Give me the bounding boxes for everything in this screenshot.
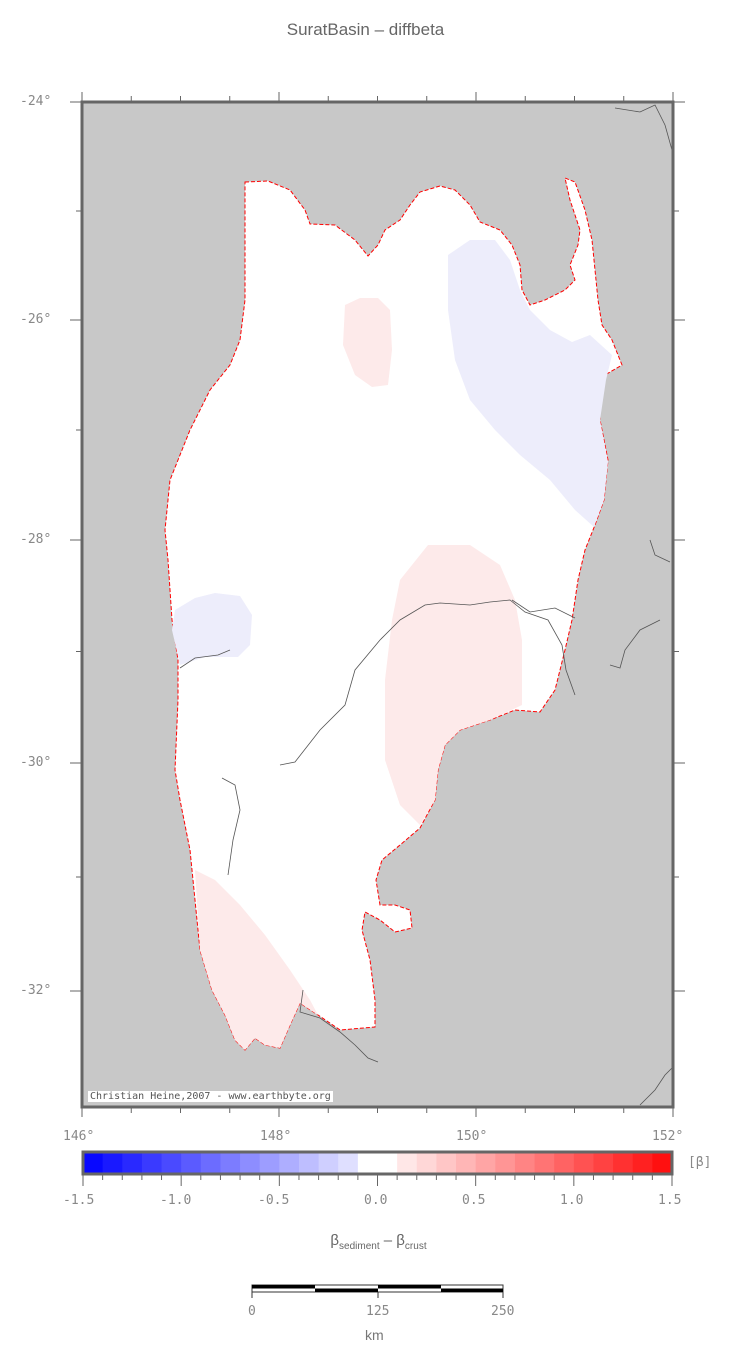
colorbar-segment	[161, 1152, 182, 1174]
scale-bar	[251, 1284, 504, 1298]
colorbar-tick-label: 0.0	[364, 1193, 388, 1208]
colorbar-segment	[495, 1152, 516, 1174]
colorbar-segment	[475, 1152, 496, 1174]
colorbar-segment	[613, 1152, 634, 1174]
rivers	[179, 104, 673, 1106]
credit-text: Christian Heine,2007 - www.earthbyte.org	[88, 1091, 333, 1102]
anomaly-negative-west	[172, 593, 252, 665]
anomaly-negative-northeast	[448, 240, 612, 527]
colorbar-segment	[259, 1152, 280, 1174]
colorbar-segment	[298, 1152, 320, 1174]
scale-label: 125	[366, 1304, 390, 1319]
colorbar-segment	[220, 1152, 241, 1174]
colorbar-label: βsediment – βcrust	[0, 1232, 731, 1252]
lat-label: -30°	[20, 755, 52, 770]
river-line	[221, 777, 241, 876]
label-minus-beta: – β	[379, 1232, 405, 1249]
colorbar-segment	[573, 1152, 594, 1174]
anomaly-positive-north	[343, 298, 392, 387]
label-beta: β	[330, 1232, 340, 1249]
map-title: SuratBasin – diffbeta	[286, 20, 445, 39]
colorbar-segment	[357, 1152, 378, 1174]
colorbar-segment	[436, 1152, 457, 1174]
colorbar-segment	[456, 1152, 477, 1174]
colorbar-segment	[200, 1152, 221, 1174]
colorbar-segment	[102, 1152, 123, 1174]
colorbar-segment	[377, 1152, 398, 1174]
coastline	[649, 539, 671, 563]
colorbar-segment	[534, 1152, 555, 1174]
lat-label: -26°	[20, 312, 52, 327]
lat-label: -32°	[20, 983, 52, 998]
colorbar-segment	[240, 1152, 261, 1174]
scale-label: 0	[248, 1304, 256, 1319]
colorbar-segment	[514, 1152, 536, 1174]
lon-label: 148°	[260, 1129, 292, 1144]
coastline	[614, 104, 673, 151]
river-line	[511, 599, 576, 619]
river-line	[179, 649, 231, 669]
colorbar-segment	[652, 1152, 673, 1174]
lon-label: 152°	[652, 1129, 684, 1144]
colorbar-segment	[416, 1152, 437, 1174]
colorbar-segment	[338, 1152, 359, 1174]
colorbar-segment	[593, 1152, 614, 1174]
colorbar-tick-label: 1.0	[560, 1193, 584, 1208]
colorbar-tick-label: -1.0	[160, 1193, 192, 1208]
colorbar-segment	[397, 1152, 418, 1174]
colorbar-tick-label: -1.5	[63, 1193, 95, 1208]
scale-unit: km	[365, 1327, 384, 1343]
river-line	[299, 989, 379, 1063]
lat-label: -28°	[20, 532, 52, 547]
coastline	[609, 619, 661, 669]
lon-label: 150°	[456, 1129, 488, 1144]
colorbar-tick-label: 0.5	[462, 1193, 486, 1208]
colorbar-segment	[141, 1152, 163, 1174]
colorbar-segment	[122, 1152, 143, 1174]
colorbar-unit: [β]	[688, 1155, 712, 1170]
river-line	[279, 599, 576, 766]
lat-label: -24°	[20, 94, 52, 109]
colorbar-segment	[279, 1152, 300, 1174]
colorbar-segment	[83, 1152, 104, 1174]
anomaly-positive-southwest	[195, 870, 318, 1050]
colorbar-segment	[318, 1152, 339, 1174]
colorbar-segment	[632, 1152, 653, 1174]
label-sub-crust: crust	[404, 1241, 427, 1252]
label-sub-sediment: sediment	[339, 1241, 380, 1252]
anomaly-positive-central	[385, 545, 522, 825]
colorbar-tick-label: 1.5	[658, 1193, 682, 1208]
colorbar-segment	[181, 1152, 202, 1174]
coastline	[639, 1067, 673, 1106]
scale-label: 250	[491, 1304, 515, 1319]
colorbar-tick-label: -0.5	[258, 1193, 290, 1208]
lon-label: 146°	[63, 1129, 95, 1144]
colorbar-segment	[554, 1152, 575, 1174]
